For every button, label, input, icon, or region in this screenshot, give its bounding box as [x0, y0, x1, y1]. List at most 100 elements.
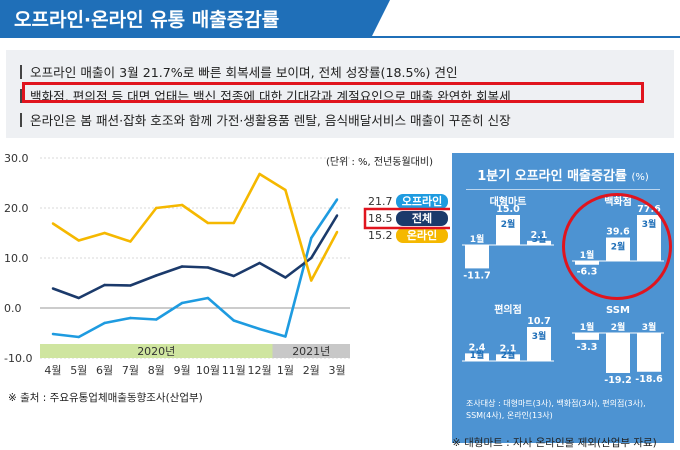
x-tick-label: 11월	[222, 364, 246, 377]
data-point	[206, 266, 210, 269]
data-point	[180, 203, 184, 207]
bullet-bar	[20, 89, 22, 103]
mini-category-label: 3월	[532, 330, 547, 342]
mini-chart-title: SSM	[606, 305, 630, 316]
right-panel: 1분기 오프라인 매출증감률 (%) 대형마트 1월 -11.7 2월 15.0 3월 2.…	[452, 153, 674, 443]
year-band-label: 2020년	[137, 345, 175, 358]
source-right: ※ 대형마트 : 자사 온라인몰 제외(산업부 자료)	[452, 437, 657, 449]
mini-chart-ssm: SSM 1월 -3.3 2월 -19.2 3월 -18.6	[572, 305, 664, 386]
x-tick-label: 7월	[122, 364, 139, 377]
data-point	[310, 279, 313, 282]
data-point	[155, 274, 158, 277]
x-tick-label: 3월	[329, 364, 346, 377]
mini-chart-title: 편의점	[494, 303, 522, 316]
y-tick-label: 20.0	[4, 202, 29, 215]
data-point	[232, 319, 235, 322]
data-point	[206, 221, 210, 225]
x-tick-label: 5월	[70, 364, 87, 377]
panel-title-unit: (%)	[631, 172, 649, 183]
mini-chart-title: 대형마트	[490, 195, 527, 208]
data-point	[284, 188, 287, 192]
data-point	[258, 261, 261, 265]
data-point	[103, 321, 106, 325]
x-tick-label: 8월	[148, 364, 165, 377]
title-underline	[0, 36, 680, 38]
year-band-2020	[40, 344, 273, 358]
y-tick-label: 10.0	[4, 252, 29, 265]
x-tick-label: 10월	[196, 364, 220, 377]
y-tick-label: 0.0	[4, 302, 22, 315]
mini-value-label: 2.1	[500, 343, 517, 354]
line-chart: 30.0 20.0 10.0 0.0 -10.0 2020년 2021년 4월 5월 6월 7월 8월…	[4, 152, 450, 377]
mini-category-label: 1월	[470, 349, 485, 361]
mini-bar	[496, 215, 520, 245]
summary-line-3: 온라인은 봄 패션·잡화 호조와 함께 가전·생활용품 렌탈, 음식배달서비스 …	[20, 110, 511, 129]
highlight-circle	[562, 193, 672, 300]
data-point	[180, 265, 184, 268]
x-tick-label: 2월	[303, 364, 320, 377]
unit-label: (단위 : %, 전년동월대비)	[326, 157, 433, 168]
data-point	[155, 318, 158, 321]
mini-value-label: -18.6	[635, 374, 663, 385]
x-tick-label: 4월	[44, 364, 61, 377]
y-tick-label: -10.0	[4, 352, 32, 365]
data-point	[284, 335, 287, 338]
data-point	[77, 296, 80, 300]
mini-value-label: 2.4	[469, 342, 486, 353]
mini-chart-convenience-store: 편의점 1월2.4 2월2.1 3월 10.7	[462, 303, 554, 362]
legend-pill	[396, 211, 448, 226]
end-value-label: 15.2	[368, 229, 393, 242]
year-band-label: 2021년	[292, 345, 330, 358]
panel-title-divider	[466, 189, 660, 190]
data-point	[310, 236, 313, 240]
data-point	[335, 214, 339, 217]
data-point	[310, 256, 313, 260]
mini-bar	[575, 333, 599, 340]
mini-chart-hypermarket: 대형마트 1월 -11.7 2월 15.0 3월2.1	[462, 195, 554, 281]
mini-bar	[527, 327, 551, 361]
x-tick-label: 6월	[96, 364, 113, 377]
data-point	[206, 296, 210, 300]
bullet-bar	[20, 65, 22, 79]
data-point	[129, 316, 132, 320]
mini-category-label: 2월	[501, 349, 516, 361]
mini-bar	[496, 354, 520, 361]
panel-title-text: 1분기 오프라인 매출증감률	[477, 169, 627, 184]
legend-label: 전체	[412, 211, 432, 225]
series-line	[52, 198, 339, 339]
summary-line-1: 오프라인 매출이 3월 21.7%로 빠른 회복세를 보이며, 전체 성장률(1…	[20, 62, 458, 81]
end-value-label: 21.7	[368, 195, 393, 208]
panel-title: 1분기 오프라인 매출증감률 (%)	[452, 165, 674, 184]
series-line	[52, 172, 339, 282]
data-point	[284, 276, 287, 279]
mini-category-label: 2월	[611, 321, 626, 333]
mini-category-label: 3월	[642, 321, 657, 333]
mini-category-label: 1월	[470, 233, 485, 245]
mini-value-label: 2.1	[531, 230, 548, 241]
highlight-box	[22, 82, 644, 103]
data-point	[77, 335, 80, 339]
data-point	[335, 198, 339, 201]
mini-bar	[606, 333, 630, 373]
mini-bar	[465, 245, 489, 269]
data-point	[155, 206, 158, 210]
data-point	[129, 240, 132, 243]
summary-text-3: 온라인은 봄 패션·잡화 호조와 함께 가전·생활용품 렌탈, 음식배달서비스 …	[30, 113, 511, 128]
legend-label: 온라인	[407, 228, 437, 242]
legend-label: 오프라인	[402, 194, 442, 208]
x-tick-label: 12월	[248, 364, 272, 377]
y-tick-label: 30.0	[4, 152, 29, 165]
mini-bar	[527, 240, 551, 245]
series-line	[52, 214, 339, 300]
data-point	[51, 222, 55, 225]
x-tick-label: 1월	[277, 364, 294, 377]
legend-pill	[396, 194, 448, 209]
mini-value-label: -3.3	[577, 342, 598, 353]
source-left: ※ 출처 : 주요유통업체매출동향조사(산업부)	[8, 392, 203, 404]
mini-value-label: -11.7	[463, 270, 490, 281]
mini-category-label: 2월	[501, 218, 516, 230]
data-point	[258, 172, 261, 176]
data-point	[77, 239, 80, 242]
legend-pill	[396, 228, 448, 243]
highlight-total	[363, 207, 450, 230]
